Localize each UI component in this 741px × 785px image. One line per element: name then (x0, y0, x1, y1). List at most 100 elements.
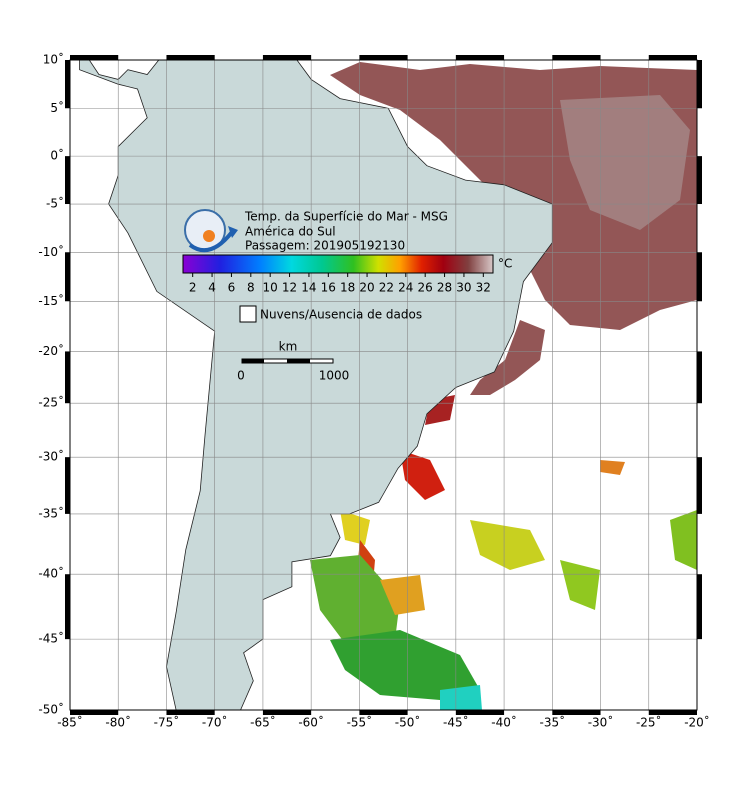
lon-label: -65˚ (250, 715, 276, 730)
border-segment (697, 60, 702, 109)
lon-label: -60˚ (298, 715, 324, 730)
colorbar-tick-label: 30 (456, 281, 471, 295)
legend-label: Nuvens/Ausencia de dados (260, 308, 422, 322)
map-area (70, 60, 697, 710)
colorbar-tick-label: 4 (208, 281, 216, 295)
sst-patch (600, 460, 625, 475)
colorbar-tick-label: 2 (189, 281, 197, 295)
border-segment (359, 55, 408, 60)
scale-bar (241, 358, 334, 364)
lat-label: -20˚ (38, 343, 64, 358)
border-segment (648, 55, 697, 60)
border-segment (70, 55, 119, 60)
lon-label: -20˚ (684, 715, 710, 730)
border-segment (455, 710, 505, 715)
scale-tick: 1000 (319, 369, 350, 383)
sst-patch (560, 95, 690, 230)
border-segment (552, 710, 601, 715)
border-segment (262, 710, 312, 715)
border-segment (65, 351, 70, 404)
colorbar-tick-label: 14 (301, 281, 316, 295)
colorbar-tick-label: 8 (247, 281, 255, 295)
colorbar (182, 254, 494, 274)
colorbar-tick-label: 26 (418, 281, 433, 295)
border-segment (262, 55, 312, 60)
lon-label: -25˚ (636, 715, 662, 730)
lat-label: 10˚ (43, 52, 64, 67)
border-segment (552, 55, 601, 60)
axis-labels: -85˚ -80˚ -75˚ -70˚ -65˚ -60˚ -55˚ -50˚ -45˚ -40˚… (38, 52, 709, 730)
subtitle-line: América do Sul (245, 225, 336, 239)
colorbar-ticks: 2 4 6 8 10 12 14 16 18 20 22 24 26 28 30 32 (189, 273, 491, 295)
colorbar-tick-label: 32 (476, 281, 491, 295)
border-segment (697, 156, 702, 205)
colorbar-tick-label: 22 (379, 281, 394, 295)
lon-label: -70˚ (202, 715, 228, 730)
lat-label: 0˚ (50, 148, 64, 163)
lat-label: -40˚ (38, 566, 64, 581)
border-segment (359, 710, 408, 715)
lat-label: -35˚ (38, 505, 64, 520)
sst-patch (330, 630, 480, 700)
colorbar-tick-label: 6 (228, 281, 236, 295)
sst-patch (560, 560, 600, 610)
sst-patch (380, 575, 425, 615)
frame-border (65, 55, 702, 715)
colorbar-tick-label: 20 (359, 281, 374, 295)
lat-label: -45˚ (38, 631, 64, 646)
lat-label: -25˚ (38, 395, 64, 410)
lon-label: -45˚ (443, 715, 469, 730)
lon-label: -55˚ (347, 715, 373, 730)
graticule (70, 60, 697, 710)
lon-label: -30˚ (588, 715, 614, 730)
lat-label: -5˚ (46, 196, 64, 211)
lon-label: -85˚ (57, 715, 83, 730)
border-segment (70, 710, 119, 715)
border-segment (65, 574, 70, 640)
lat-label: -50˚ (38, 702, 64, 717)
lat-label: -10˚ (38, 244, 64, 259)
colorbar-tick-label: 28 (437, 281, 452, 295)
sst-patch (670, 510, 697, 570)
border-segment (65, 156, 70, 205)
colorbar-tick-label: 16 (321, 281, 336, 295)
border-segment (166, 710, 215, 715)
sst-patch (310, 555, 400, 650)
logo (184, 209, 238, 253)
colorbar-tick-label: 24 (398, 281, 413, 295)
lat-label: -30˚ (38, 449, 64, 464)
colorbar-tick-label: 10 (263, 281, 278, 295)
border-segment (697, 574, 702, 640)
sst-south (310, 450, 697, 710)
lon-label: -80˚ (105, 715, 131, 730)
lat-label: 5˚ (50, 100, 64, 115)
sst-patch (470, 320, 545, 395)
border-segment (455, 55, 505, 60)
lon-label: -40˚ (491, 715, 517, 730)
sst-patch (340, 510, 370, 545)
border-segment (166, 55, 215, 60)
sst-patch (440, 685, 482, 710)
border-segment (65, 60, 70, 109)
scale-tick: 0 (237, 369, 245, 383)
colorbar-unit: °C (498, 257, 512, 271)
lon-label: -75˚ (154, 715, 180, 730)
border-segment (65, 252, 70, 302)
sst-north-cool (560, 95, 690, 230)
border-segment (697, 457, 702, 514)
colorbar-tick-label: 18 (340, 281, 355, 295)
lat-label: -15˚ (38, 293, 64, 308)
border-segment (648, 710, 697, 715)
colorbar-tick-label: 12 (282, 281, 297, 295)
border-segment (697, 351, 702, 404)
pass-line: Passagem: 201905192130 (245, 239, 405, 253)
border-segment (697, 252, 702, 302)
lon-label: -50˚ (395, 715, 421, 730)
border-segment (65, 457, 70, 514)
scale-unit: km (279, 340, 298, 354)
sst-patch (400, 450, 445, 500)
lon-label: -35˚ (540, 715, 566, 730)
sst-patch (470, 520, 545, 570)
title-line: Temp. da Superfície do Mar - MSG (244, 210, 448, 224)
